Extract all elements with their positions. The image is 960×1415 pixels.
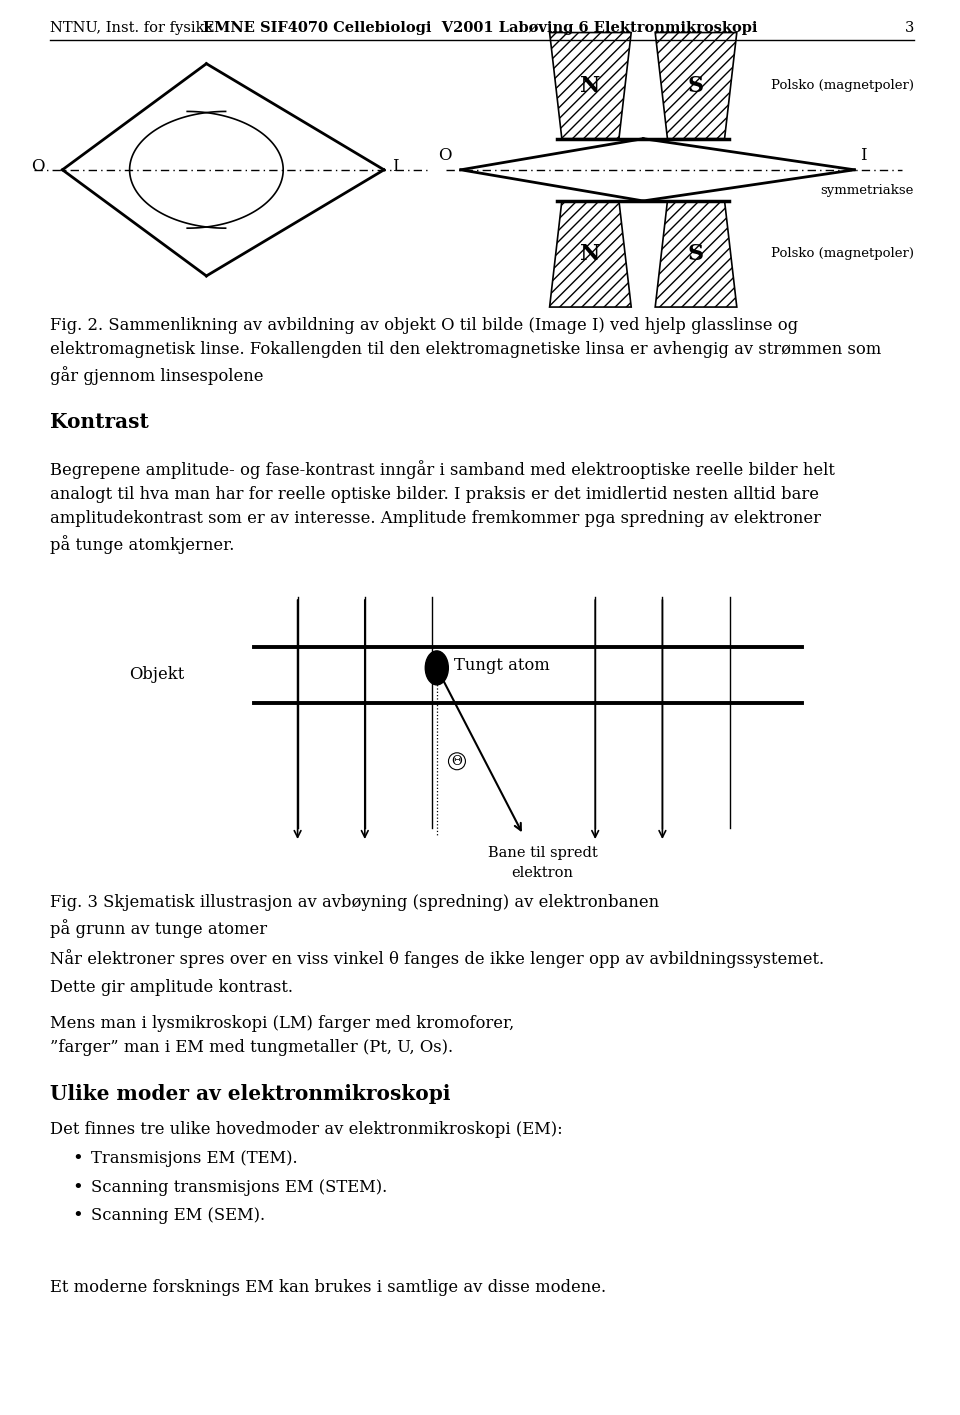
Text: Polsko (magnetpoler): Polsko (magnetpoler): [771, 79, 914, 92]
Text: Bane til spredt
elektron: Bane til spredt elektron: [488, 846, 597, 880]
Text: Begrepene amplitude- og fase-kontrast inngår i samband med elektrooptiske reelle: Begrepene amplitude- og fase-kontrast in…: [50, 460, 835, 555]
Text: •: •: [72, 1150, 83, 1169]
Text: symmetriakse: symmetriakse: [821, 184, 914, 197]
Text: EMNE SIF4070 Cellebiologi  V2001 Labøving 6 Elektronmikroskopi: EMNE SIF4070 Cellebiologi V2001 Labøving…: [203, 21, 757, 35]
Text: Polsko (magnetpoler): Polsko (magnetpoler): [771, 248, 914, 260]
Text: Scanning transmisjons EM (STEM).: Scanning transmisjons EM (STEM).: [91, 1179, 388, 1196]
Text: O: O: [32, 158, 45, 175]
Text: •: •: [72, 1207, 83, 1225]
Text: Når elektroner spres over en viss vinkel θ fanges de ikke lenger opp av avbildni: Når elektroner spres over en viss vinkel…: [50, 949, 824, 968]
Polygon shape: [655, 33, 737, 139]
Text: N: N: [580, 75, 601, 96]
Polygon shape: [549, 201, 632, 307]
Text: O: O: [438, 147, 451, 164]
Text: Fig. 3 Skjematisk illustrasjon av avbøyning (spredning) av elektronbanen
på grun: Fig. 3 Skjematisk illustrasjon av avbøyn…: [50, 894, 660, 938]
Text: 3: 3: [904, 21, 914, 35]
Text: Kontrast: Kontrast: [50, 412, 149, 432]
Text: Objekt: Objekt: [130, 666, 185, 683]
Text: I: I: [392, 158, 398, 175]
Text: NTNU, Inst. for fysikk: NTNU, Inst. for fysikk: [50, 21, 213, 35]
Text: Transmisjons EM (TEM).: Transmisjons EM (TEM).: [91, 1150, 298, 1167]
Text: S: S: [688, 243, 704, 265]
Text: Ulike moder av elektronmikroskopi: Ulike moder av elektronmikroskopi: [50, 1084, 450, 1104]
Text: Tungt atom: Tungt atom: [454, 657, 550, 674]
Polygon shape: [655, 201, 737, 307]
Text: Fig. 2. Sammenlikning av avbildning av objekt O til bilde (Image I) ved hjelp gl: Fig. 2. Sammenlikning av avbildning av o…: [50, 317, 881, 385]
Text: I: I: [860, 147, 867, 164]
Text: Det finnes tre ulike hovedmoder av elektronmikroskopi (EM):: Det finnes tre ulike hovedmoder av elekt…: [50, 1121, 563, 1138]
Text: N: N: [580, 243, 601, 265]
Text: Mens man i lysmikroskopi (LM) farger med kromoforer,
”farger” man i EM med tungm: Mens man i lysmikroskopi (LM) farger med…: [50, 1015, 515, 1056]
Text: S: S: [688, 75, 704, 96]
Text: •: •: [72, 1179, 83, 1197]
Text: Scanning EM (SEM).: Scanning EM (SEM).: [91, 1207, 265, 1224]
Text: Et moderne forsknings EM kan brukes i samtlige av disse modene.: Et moderne forsknings EM kan brukes i sa…: [50, 1279, 606, 1296]
Polygon shape: [549, 33, 632, 139]
Circle shape: [425, 651, 448, 685]
Text: Θ: Θ: [451, 754, 463, 768]
Text: Dette gir amplitude kontrast.: Dette gir amplitude kontrast.: [50, 979, 293, 996]
